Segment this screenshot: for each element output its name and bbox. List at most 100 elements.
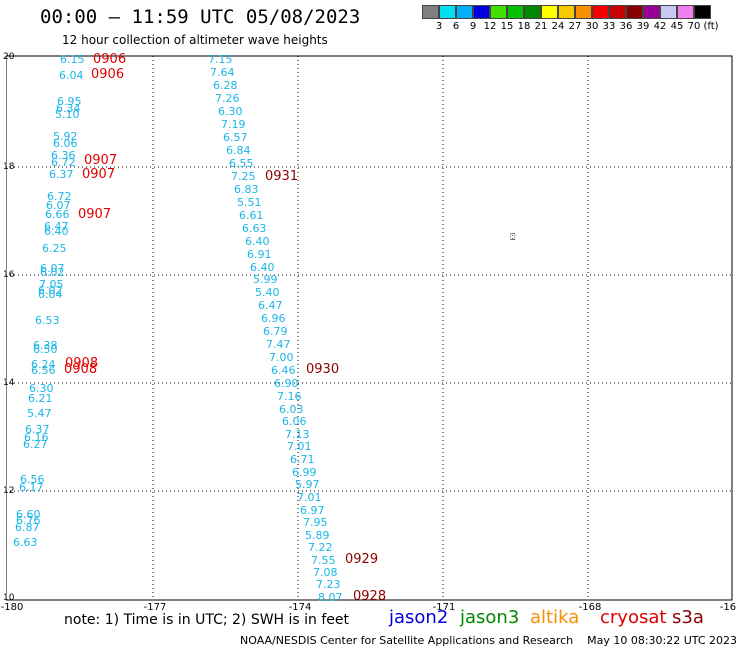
color-scale-label: 36 — [619, 21, 633, 32]
wave-height-label: 6.87 — [15, 521, 40, 534]
wave-height-label: 7.64 — [210, 66, 235, 79]
gridlines — [6, 56, 732, 600]
wave-height-label: 7.01 — [297, 491, 322, 504]
wave-height-label: 7.25 — [231, 170, 256, 183]
track-time-label: 0907 — [82, 167, 116, 182]
wave-height-label: 5.99 — [253, 273, 278, 286]
track-time-label: 0908 — [65, 356, 99, 371]
wave-height-label: 6.03 — [279, 403, 304, 416]
wave-height-label: 6.95 — [57, 95, 82, 108]
wave-height-label: 6.40 — [44, 225, 69, 238]
wave-height-label: 5.47 — [27, 407, 52, 420]
wave-height-label: 7.19 — [221, 118, 246, 131]
legend-item-altika: altika — [530, 607, 580, 628]
wave-height-label: 6.15 — [60, 53, 85, 66]
color-scale-label: 24 — [551, 21, 565, 32]
wave-height-label: 7.16 — [277, 390, 302, 403]
wave-height-label: 6.63 — [13, 536, 38, 549]
track-time-label: 0906 — [93, 52, 127, 67]
color-scale-label: 33 — [602, 21, 616, 32]
wave-height-label: 5.97 — [295, 478, 320, 491]
color-scale-cell — [694, 5, 711, 19]
wave-height-label: 7.08 — [313, 566, 338, 579]
wave-height-label: 6.28 — [213, 79, 238, 92]
wave-height-label: 6.36 — [51, 149, 76, 162]
wave-height-label: 6.72 — [47, 190, 72, 203]
wave-height-label: 7.13 — [285, 428, 310, 441]
credit-line: NOAA/NESDIS Center for Satellite Applica… — [240, 634, 738, 647]
color-scale-cell — [541, 5, 558, 19]
wave-height-label: 6.83 — [234, 183, 259, 196]
y-tick-label: 14 — [3, 378, 15, 388]
legend-item-jason3: jason3 — [460, 607, 520, 628]
wave-height-label: 6.56 — [20, 473, 45, 486]
wave-height-label: 7.00 — [269, 351, 294, 364]
wave-height-label: 6.60 — [16, 508, 41, 521]
y-tick-label: 10 — [3, 593, 15, 603]
wave-height-label: 7.26 — [215, 92, 240, 105]
track-time-label: 0928 — [353, 589, 387, 604]
color-scale-cell — [643, 5, 660, 19]
color-scale-label: 21 — [534, 21, 548, 32]
wave-height-label: 6.24 — [31, 358, 56, 371]
color-scale-label: (ft) — [703, 21, 719, 32]
color-scale-cell — [609, 5, 626, 19]
legend-item-s3a: s3a — [672, 607, 704, 628]
wave-height-label: 5.10 — [55, 108, 80, 121]
wave-height-label: 6.06 — [282, 415, 307, 428]
wave-height-label: 6.63 — [242, 222, 267, 235]
x-tick-label: -180 — [0, 602, 24, 613]
wave-height-label: 6.16 — [24, 431, 49, 444]
wave-height-label: 6.06 — [53, 137, 78, 150]
wave-height-label: 6.96 — [261, 312, 286, 325]
wave-height-label: 6.72 — [51, 156, 76, 169]
wave-height-label: 7.05 — [39, 278, 64, 291]
wave-height-label: 6.76 — [16, 514, 41, 527]
track-time-label: 0931 — [265, 169, 299, 184]
color-scale-cell — [592, 5, 609, 19]
track-time-label: 0907 — [78, 207, 112, 222]
color-scale-cell — [439, 5, 456, 19]
wave-height-label: 6.21 — [28, 392, 53, 405]
plot-frame — [6, 55, 733, 601]
color-scale-cell — [456, 5, 473, 19]
color-scale-cell — [677, 5, 694, 19]
wave-height-label: 6.71 — [290, 453, 315, 466]
wave-height-label: 6.53 — [35, 314, 60, 327]
wave-height-label: 6.30 — [218, 105, 243, 118]
legend-item-jason2: jason2 — [389, 607, 449, 628]
color-scale-label: 42 — [653, 21, 667, 32]
track-time-label: 0908 — [64, 362, 98, 377]
wave-height-label: 6.84 — [226, 144, 251, 157]
wave-height-label: 6.40 — [250, 261, 275, 274]
wave-height-label: 5.51 — [237, 196, 262, 209]
wave-height-label: 6.04 — [38, 288, 63, 301]
x-tick-label: -171 — [432, 602, 456, 613]
wave-height-label: 6.56 — [31, 364, 56, 377]
wave-height-label: 7.22 — [308, 541, 333, 554]
color-scale-label: 9 — [469, 21, 477, 32]
wave-height-label: 7.23 — [316, 578, 341, 591]
color-scale-cell — [660, 5, 677, 19]
color-scale-cell — [626, 5, 643, 19]
color-scale-bar — [422, 5, 711, 19]
wave-height-label: 6.61 — [239, 209, 264, 222]
color-scale-label: 15 — [500, 21, 514, 32]
wave-height-label: 6.97 — [300, 504, 325, 517]
wave-height-label: 6.91 — [247, 248, 272, 261]
wave-height-label: 6.66 — [45, 208, 70, 221]
color-scale-label: 18 — [517, 21, 531, 32]
track-time-label: 0907 — [84, 153, 118, 168]
wave-height-label: 6.47 — [258, 299, 283, 312]
wave-height-label: 6.99 — [292, 466, 317, 479]
wave-height-label: 7.01 — [287, 440, 312, 453]
wave-height-label: 6.07 — [40, 262, 65, 275]
track-time-label: 0906 — [91, 67, 125, 82]
y-tick-label: 18 — [3, 162, 15, 172]
y-tick-label: 12 — [3, 486, 15, 496]
map-title: 00:00 – 11:59 UTC 05/08/2023 — [40, 6, 361, 28]
color-scale-label: 3 — [435, 21, 443, 32]
wave-height-label: 6.25 — [42, 242, 67, 255]
wave-height-label: 7.55 — [311, 554, 336, 567]
x-tick-label: -174 — [288, 602, 312, 613]
